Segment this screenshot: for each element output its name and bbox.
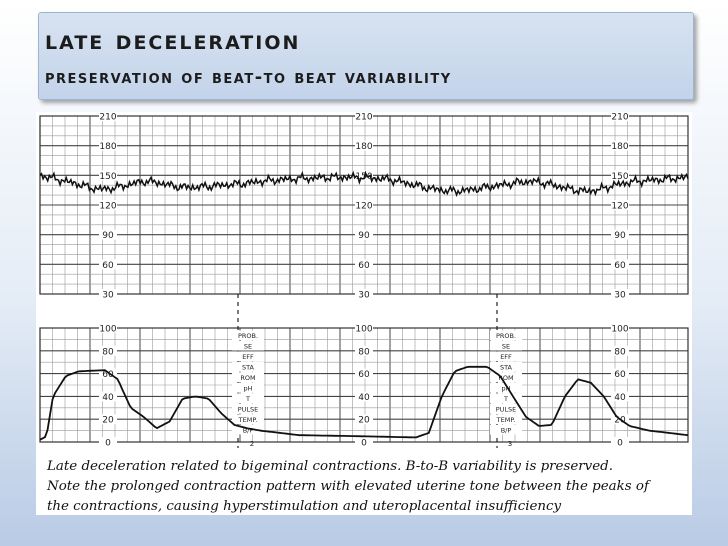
fhr-tick-label: 30 [614,291,626,301]
fhr-tick-label: 120 [355,202,372,212]
fhr-tick-label: 90 [358,231,370,241]
uc-tick-label: 40 [358,393,370,403]
annotation-label: EFF [500,353,512,361]
annotation-label: T [245,395,250,403]
uc-tick-label: 80 [614,347,626,357]
fhr-tick-label: 120 [611,202,628,212]
caption-line: Note the prolonged contraction pattern w… [47,479,649,494]
uc-tick-label: 20 [358,416,370,426]
fhr-tick-label: 30 [102,291,114,301]
fhr-tick-label: 180 [99,142,116,152]
annotation-label: TEMP. [238,416,258,424]
annotation-label: PROB. [496,332,516,340]
uc-tick-label: 80 [102,347,114,357]
fhr-tick-label: 210 [611,113,628,123]
annotation-label: ROM [240,374,255,382]
uc-trace [39,365,689,441]
title-panel: Late deceleration Preservation of beat-t… [38,12,694,100]
ctg-svg: 2101801501209060302101801501209060302101… [39,112,689,449]
fhr-tick-label: 90 [614,231,626,241]
fhr-tick-label: 210 [355,113,372,123]
caption-line: Late deceleration related to bigeminal c… [47,459,613,474]
annotation-label: TEMP. [496,416,516,424]
uc-tick-label: 40 [102,393,114,403]
annotation-label: T [503,395,508,403]
uc-tick-label: 20 [614,416,626,426]
annotation-label: PULSE [496,406,517,414]
annotation-label: pH [501,385,510,393]
uc-tick-label: 100 [611,325,628,335]
fhr-scale-labels: 210 180 150 120 90 60 30 210 180 150 120 90 60 30 210 1… [99,112,629,301]
fhr-tick-label: 180 [355,142,372,152]
uc-tick-label: 20 [102,416,114,426]
annotation-label: SE [502,343,510,351]
uc-tick-label: 100 [355,325,372,335]
uc-scale-labels: 100 80 60 40 20 0 100 80 60 40 20 0 100 80 60 40 20 0 [99,323,629,449]
fhr-trace [39,170,689,198]
fhr-tick-label: 60 [102,261,114,271]
figure-caption: Late deceleration related to bigeminal c… [47,457,687,517]
fhr-tick-label: 60 [358,261,370,271]
annotation-label: EFF [242,353,254,361]
slide-subtitle: Preservation of beat-to beat variability [45,67,452,88]
fhr-tick-label: 120 [99,202,116,212]
fhr-tick-label: 150 [99,172,116,182]
fhr-tick-label: 180 [611,142,628,152]
uc-tick-label: 60 [358,370,370,380]
marker-number: 3 [508,440,512,448]
fhr-tick-label: 150 [611,172,628,182]
caption-line: the contractions, causing hyperstimulati… [47,499,562,514]
fhr-tick-label: 30 [358,291,370,301]
annotation-label: PULSE [238,406,259,414]
uc-tick-label: 0 [617,439,623,449]
fhr-tick-label: 210 [99,113,116,123]
annotation-label: B/P [501,427,512,435]
marker-number: 2 [250,440,254,448]
slide-title: Late deceleration [45,25,301,56]
uc-tick-label: 40 [614,393,626,403]
uc-tick-label: 100 [99,325,116,335]
uc-tick-label: 0 [361,439,367,449]
fhr-tick-label: 90 [102,231,114,241]
annotation-label: PROB. [238,332,258,340]
annotation-label: B/P [243,427,254,435]
uc-tick-label: 0 [105,439,111,449]
fetal-monitor-strip: 210 180 150 120 90 60 30 210 180 150 120 90 60 30 210 1… [36,112,692,515]
annotation-label: STA [500,364,513,372]
uc-tick-label: 60 [102,370,114,380]
annotation-label: ROM [498,374,513,382]
annotation-label: SE [244,343,252,351]
annotation-label: STA [242,364,255,372]
annotation-text: PROB. SE EFF STA ROM pH T PULSE TEMP. B/P PROB. SE E… [232,330,522,448]
annotation-label: pH [243,385,252,393]
uc-tick-label: 60 [614,370,626,380]
uc-tick-label: 80 [358,347,370,357]
fhr-tick-label: 60 [614,261,626,271]
